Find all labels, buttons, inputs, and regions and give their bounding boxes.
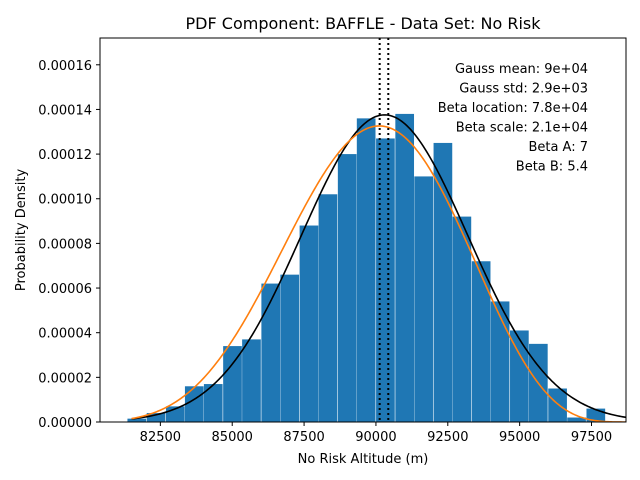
x-axis-ticks: 82500 85000 87500 90000 92500 95000 97500: [140, 422, 612, 445]
histogram-bar: [127, 418, 147, 422]
plot-frame: [99, 37, 627, 423]
x-axis-label: No Risk Altitude (m): [298, 452, 429, 467]
y-tick-label: 0.00006: [38, 282, 92, 297]
parameter-annotation: Beta A: 7: [528, 140, 588, 155]
histogram-bar: [567, 417, 586, 422]
histogram-bar: [299, 225, 319, 422]
parameter-annotations: Gauss mean: 9e+04 Gauss std: 2.9e+03 Beta …: [438, 62, 588, 175]
y-axis-ticks: 0.00000 0.00002 0.00004 0.00006 0.00008 0.000…: [38, 59, 100, 431]
y-tick-label: 0.00008: [38, 237, 92, 252]
histogram-bar: [356, 118, 376, 423]
y-tick-label: 0.00014: [38, 103, 92, 118]
y-tick-label: 0.00004: [38, 327, 92, 342]
x-tick-label: 85000: [212, 430, 253, 445]
parameter-annotation: Gauss std: 2.9e+03: [459, 82, 588, 97]
y-tick-label: 0.00012: [38, 148, 92, 163]
gauss-fit-curve: [131, 114, 626, 420]
histogram-bar: [242, 339, 261, 422]
histogram-bar: [510, 330, 529, 422]
x-tick-label: 82500: [140, 430, 181, 445]
histogram-bar: [318, 194, 338, 422]
beta-fit-curve: [131, 125, 626, 422]
histogram-bar: [548, 388, 567, 422]
chart-title: PDF Component: BAFFLE - Data Set: No Ris…: [186, 14, 542, 33]
histogram-bar: [433, 142, 453, 422]
x-tick-label: 87500: [283, 430, 324, 445]
histogram-bar: [203, 384, 223, 422]
y-tick-label: 0.00000: [38, 416, 92, 431]
parameter-annotation: Gauss mean: 9e+04: [455, 62, 588, 77]
histogram-bar: [376, 138, 395, 422]
y-axis-label: Probability Density: [14, 169, 29, 292]
x-tick-label: 97500: [571, 430, 612, 445]
histogram-bar: [414, 176, 433, 422]
histogram-bar: [184, 386, 204, 422]
x-tick-label: 90000: [355, 430, 396, 445]
histogram-bar: [280, 274, 300, 422]
histogram-bar: [223, 346, 242, 422]
parameter-annotation: Beta scale: 2.1e+04: [456, 121, 588, 136]
fit-curves: [131, 114, 626, 422]
histogram-bar: [452, 216, 472, 422]
histogram-bar: [337, 154, 357, 422]
histogram-bar: [490, 301, 510, 422]
vertical-lines: [378, 38, 390, 422]
histogram-bar: [471, 261, 491, 422]
y-tick-label: 0.00002: [38, 371, 92, 386]
y-tick-label: 0.00010: [38, 193, 92, 208]
x-tick-label: 95000: [499, 430, 540, 445]
y-tick-label: 0.00016: [38, 59, 92, 74]
histogram-bar: [261, 283, 281, 422]
x-tick-label: 92500: [427, 430, 468, 445]
parameter-annotation: Beta location: 7.8e+04: [438, 101, 588, 116]
histogram-bars: [127, 113, 606, 423]
histogram-bar: [395, 113, 415, 422]
histogram-bar: [146, 413, 166, 422]
parameter-annotation: Beta B: 5.4: [516, 160, 588, 175]
